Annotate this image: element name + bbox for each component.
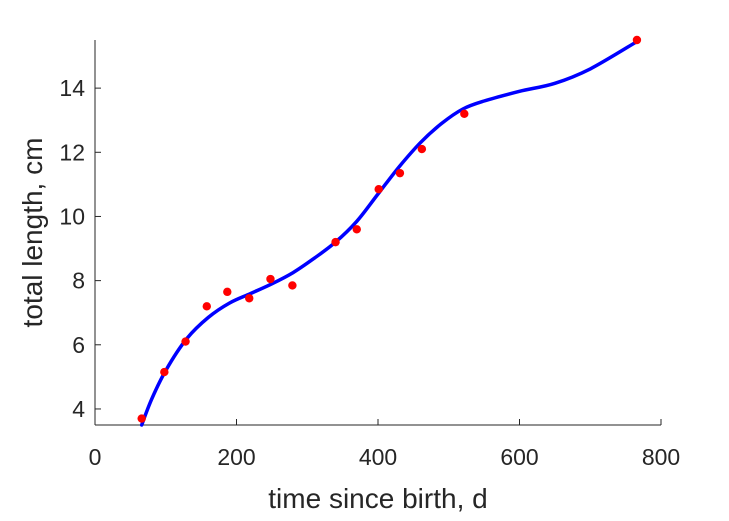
data-point xyxy=(160,367,169,377)
data-point xyxy=(288,281,297,290)
y-tick-label: 14 xyxy=(59,75,85,101)
y-tick-label: 10 xyxy=(59,203,85,229)
x-tick-label: 600 xyxy=(500,444,538,470)
y-ticks: 4 6 8 10 12 14 xyxy=(59,75,101,422)
y-tick-label: 12 xyxy=(59,139,85,165)
axes xyxy=(94,40,661,426)
data-point xyxy=(245,294,254,303)
data-point xyxy=(395,168,405,178)
fit-curve-line xyxy=(139,39,639,427)
data-point xyxy=(417,144,427,154)
y-tick-label: 6 xyxy=(72,332,85,358)
data-point xyxy=(374,184,383,194)
y-tick-label: 8 xyxy=(72,268,85,294)
data-point xyxy=(331,237,340,247)
y-tick-label: 4 xyxy=(72,396,85,422)
x-tick-label: 200 xyxy=(217,444,255,470)
x-tick-label: 400 xyxy=(359,444,397,470)
x-tick-label: 800 xyxy=(642,444,680,470)
data-point xyxy=(460,109,469,118)
x-tick-label: 0 xyxy=(89,444,102,470)
data-point xyxy=(223,287,232,297)
plot-area xyxy=(137,35,642,427)
y-axis-title: total length, cm xyxy=(17,138,48,328)
data-point xyxy=(202,302,211,311)
x-axis-title: time since birth, d xyxy=(268,483,487,514)
x-ticks: 0 200 400 600 800 xyxy=(89,419,680,470)
data-point xyxy=(352,225,361,234)
data-point xyxy=(181,337,190,346)
data-points xyxy=(137,35,642,423)
data-point xyxy=(137,414,146,423)
data-point xyxy=(632,35,642,45)
data-point xyxy=(266,274,275,284)
